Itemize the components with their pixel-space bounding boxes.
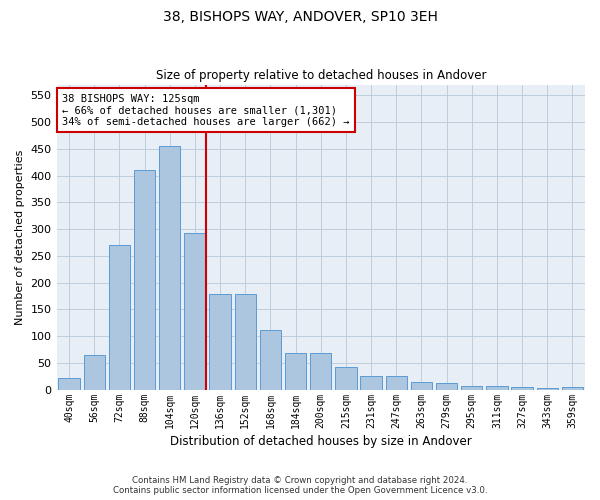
Text: 38, BISHOPS WAY, ANDOVER, SP10 3EH: 38, BISHOPS WAY, ANDOVER, SP10 3EH bbox=[163, 10, 437, 24]
Bar bbox=[134, 170, 155, 390]
Bar bbox=[436, 383, 457, 390]
Bar bbox=[536, 388, 558, 390]
Bar bbox=[109, 245, 130, 390]
Bar bbox=[361, 376, 382, 390]
Bar bbox=[486, 386, 508, 390]
Bar bbox=[159, 146, 181, 390]
Bar bbox=[386, 376, 407, 390]
Title: Size of property relative to detached houses in Andover: Size of property relative to detached ho… bbox=[155, 69, 486, 82]
Bar bbox=[511, 387, 533, 390]
Bar bbox=[58, 378, 80, 390]
Bar bbox=[335, 366, 356, 390]
Bar bbox=[260, 330, 281, 390]
Text: 38 BISHOPS WAY: 125sqm
← 66% of detached houses are smaller (1,301)
34% of semi-: 38 BISHOPS WAY: 125sqm ← 66% of detached… bbox=[62, 94, 349, 127]
Y-axis label: Number of detached properties: Number of detached properties bbox=[15, 150, 25, 324]
Bar bbox=[285, 353, 307, 390]
Text: Contains HM Land Registry data © Crown copyright and database right 2024.
Contai: Contains HM Land Registry data © Crown c… bbox=[113, 476, 487, 495]
Bar bbox=[235, 294, 256, 390]
Bar bbox=[562, 387, 583, 390]
Bar bbox=[209, 294, 231, 390]
Bar bbox=[184, 233, 206, 390]
Bar bbox=[310, 353, 331, 390]
X-axis label: Distribution of detached houses by size in Andover: Distribution of detached houses by size … bbox=[170, 434, 472, 448]
Bar bbox=[461, 386, 482, 390]
Bar bbox=[411, 382, 432, 390]
Bar bbox=[83, 355, 105, 390]
